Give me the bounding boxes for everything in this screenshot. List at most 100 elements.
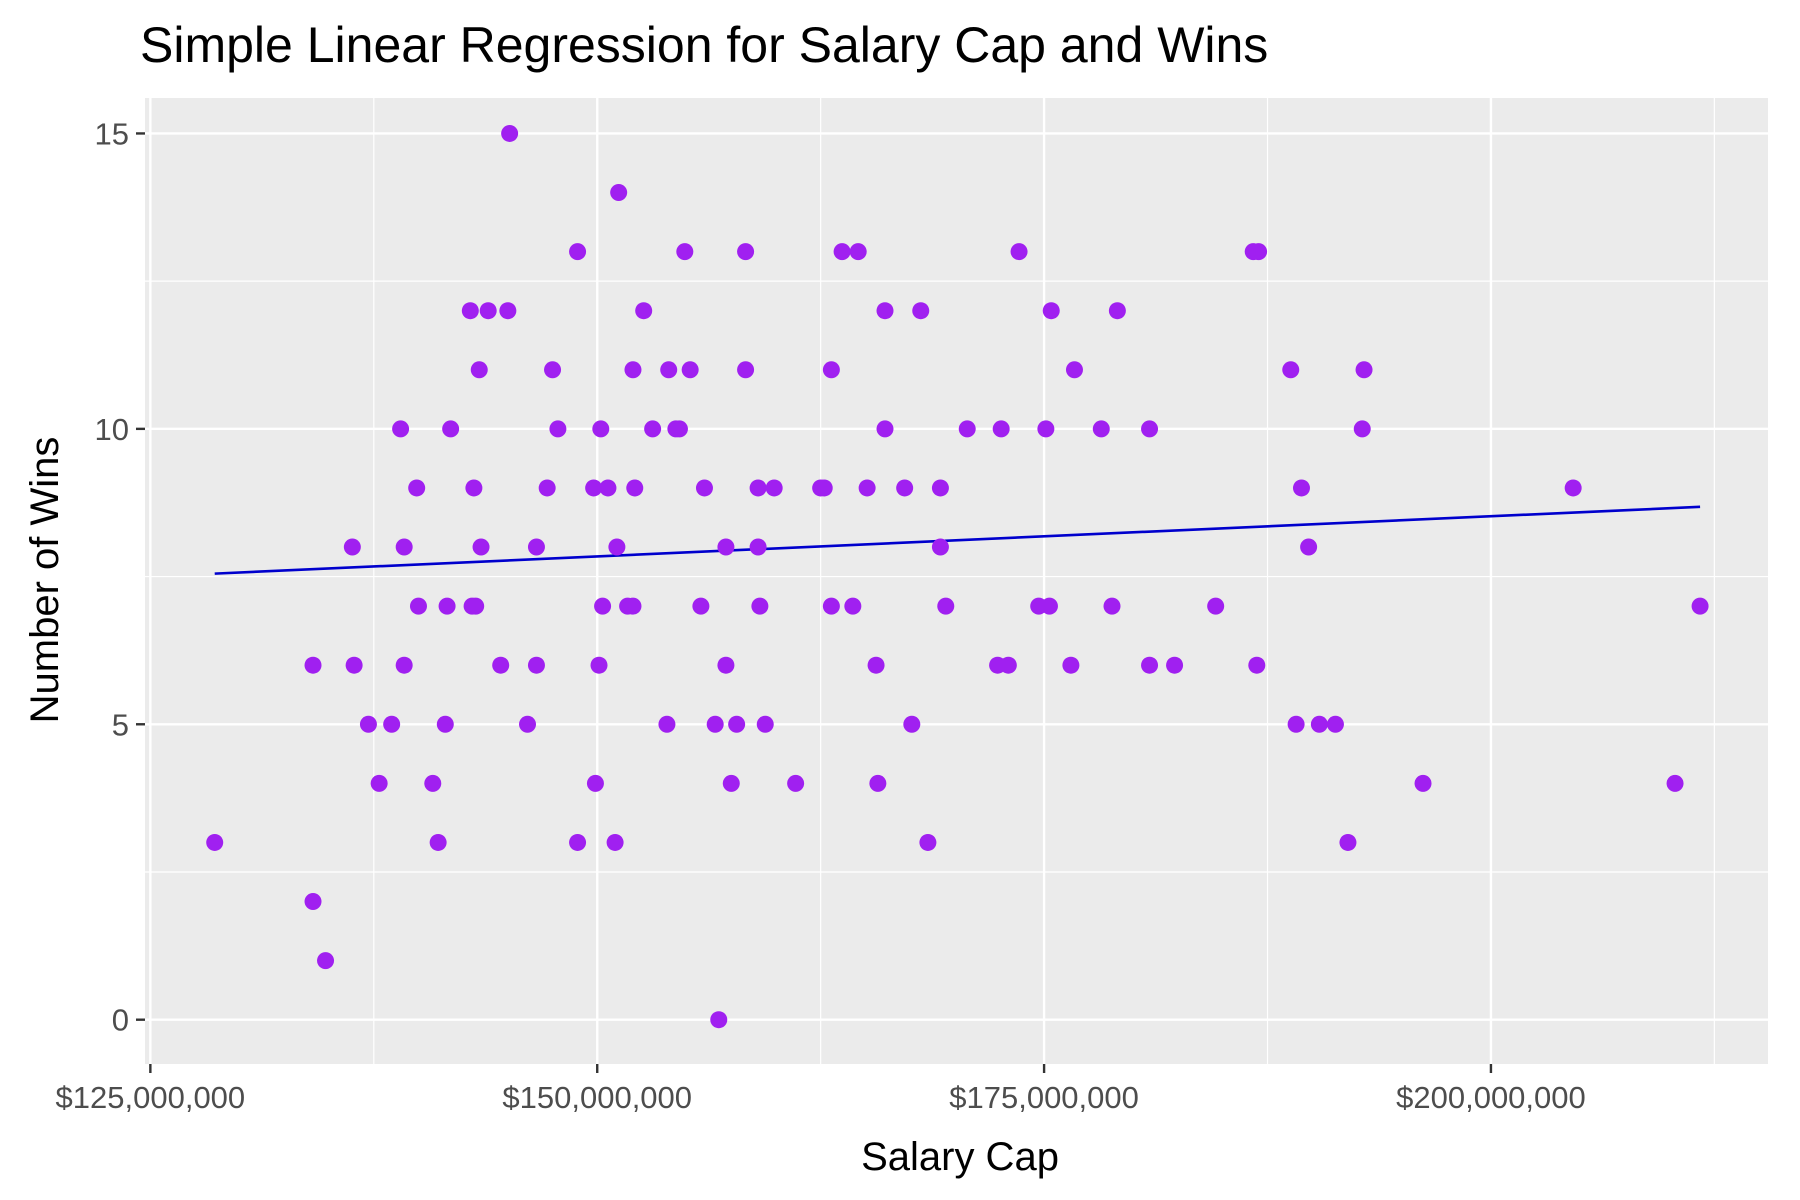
data-point [499, 302, 517, 320]
data-point [1292, 479, 1310, 497]
data-point [717, 656, 735, 674]
data-point [1040, 597, 1058, 615]
data-point [706, 715, 724, 733]
data-point [586, 774, 604, 792]
data-point [383, 715, 401, 733]
data-point [1339, 833, 1357, 851]
data-point [304, 893, 322, 911]
data-point [1564, 479, 1582, 497]
data-point [626, 479, 644, 497]
data-point [749, 538, 767, 556]
data-point [867, 656, 885, 674]
data-point [1287, 715, 1305, 733]
y-tick-label: 0 [112, 1003, 129, 1038]
data-point [343, 538, 361, 556]
data-point [717, 538, 735, 556]
data-point [544, 361, 562, 379]
data-point [304, 656, 322, 674]
regression-line [214, 505, 1701, 575]
data-point [599, 479, 617, 497]
y-axis: 0 5 10 15 [95, 116, 145, 1038]
data-point [1062, 656, 1080, 674]
data-point [999, 656, 1017, 674]
data-point [345, 656, 363, 674]
y-tick-label: 5 [112, 707, 129, 742]
data-point [695, 479, 713, 497]
data-point [722, 774, 740, 792]
data-point [765, 479, 783, 497]
x-tick-label: $200,000,000 [1396, 1080, 1586, 1115]
data-point [822, 597, 840, 615]
data-point [1037, 420, 1055, 438]
y-axis-title: Number of Wins [23, 437, 67, 724]
y-tick-label: 10 [95, 412, 129, 447]
gridlines [145, 98, 1768, 1064]
data-point [594, 597, 612, 615]
data-point [1166, 656, 1184, 674]
data-point [896, 479, 914, 497]
data-point [472, 538, 490, 556]
data-point [844, 597, 862, 615]
data-point [519, 715, 537, 733]
data-point [465, 479, 483, 497]
data-point [710, 1011, 728, 1029]
data-point [849, 243, 867, 261]
x-tick-label: $150,000,000 [502, 1080, 692, 1115]
x-tick-label: $175,000,000 [949, 1080, 1139, 1115]
data-point [751, 597, 769, 615]
data-point [549, 420, 567, 438]
data-point [1248, 656, 1266, 674]
data-point [608, 538, 626, 556]
data-point [876, 420, 894, 438]
data-point [822, 361, 840, 379]
data-point [1414, 774, 1432, 792]
data-point [858, 479, 876, 497]
data-point [1141, 656, 1159, 674]
data-point [395, 656, 413, 674]
data-point [1326, 715, 1344, 733]
data-point [606, 833, 624, 851]
data-point [624, 361, 642, 379]
data-point [749, 479, 767, 497]
data-point [395, 538, 413, 556]
data-point [438, 597, 456, 615]
data-point [538, 479, 556, 497]
data-point [206, 833, 224, 851]
data-point [461, 302, 479, 320]
data-point [1065, 361, 1083, 379]
x-axis-title: Salary Cap [861, 1135, 1059, 1179]
x-tick-label: $125,000,000 [56, 1080, 246, 1115]
data-point [919, 833, 937, 851]
data-point [737, 361, 755, 379]
data-point [429, 833, 447, 851]
data-point [937, 597, 955, 615]
data-point [501, 124, 519, 142]
data-point [1141, 420, 1159, 438]
chart-title: Simple Linear Regression for Salary Cap … [140, 17, 1268, 73]
data-point [931, 479, 949, 497]
data-point [1010, 243, 1028, 261]
data-point [876, 302, 894, 320]
data-point [1666, 774, 1684, 792]
data-point [1355, 361, 1373, 379]
data-point [527, 656, 545, 674]
data-point [869, 774, 887, 792]
data-point [660, 361, 678, 379]
data-point [931, 538, 949, 556]
data-point [409, 597, 427, 615]
data-point [644, 420, 662, 438]
data-point [590, 656, 608, 674]
data-point [442, 420, 460, 438]
data-point [569, 833, 587, 851]
data-point [670, 420, 688, 438]
data-point [1250, 243, 1268, 261]
data-point [592, 420, 610, 438]
data-point [681, 361, 699, 379]
data-point [658, 715, 676, 733]
data-point [624, 597, 642, 615]
data-point [756, 715, 774, 733]
data-point [815, 479, 833, 497]
data-point [408, 479, 426, 497]
data-point [470, 361, 488, 379]
